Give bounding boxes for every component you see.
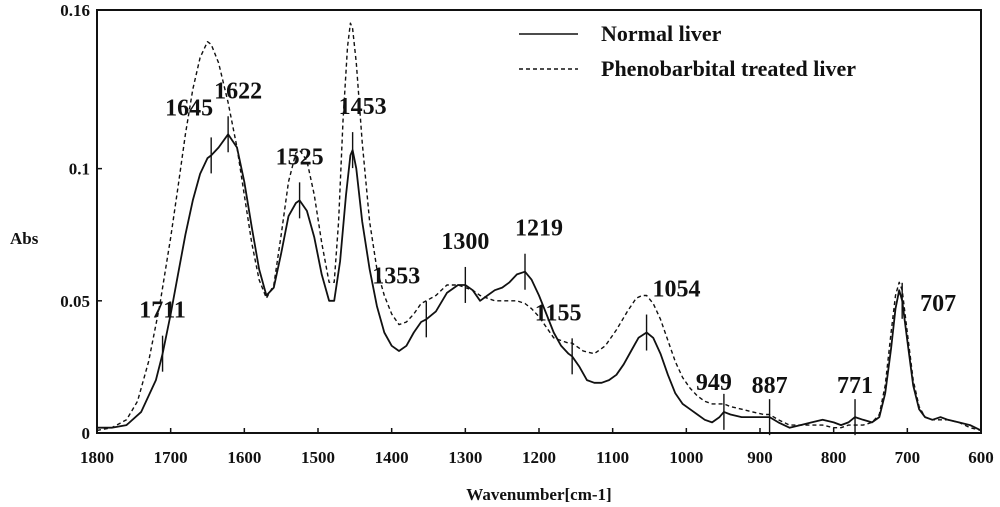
x-tick-label-900: 900 — [747, 448, 773, 467]
x-tick-label-600: 600 — [968, 448, 994, 467]
peak-label-1453: 1453 — [339, 94, 387, 120]
peak-label-1155: 1155 — [535, 300, 582, 326]
x-tick-label-800: 800 — [821, 448, 847, 467]
series-line-normal-liver — [97, 133, 982, 432]
x-tick-label-1700: 1700 — [154, 448, 188, 467]
peak-label-1300: 1300 — [441, 229, 489, 255]
y-tick-label-0-16: 0.16 — [60, 1, 90, 20]
y-tick-label-0-05: 0.05 — [60, 292, 90, 311]
series-line-phenobarbital-treated-liver — [96, 22, 982, 432]
y-tick-label-0-1: 0.1 — [69, 160, 90, 179]
peak-label-1353: 1353 — [372, 263, 420, 289]
ticks-layer: 1800 1700 1600 1500 1400 1300 1200 1100 1000 900 8… — [60, 1, 994, 467]
peak-label-1219: 1219 — [515, 216, 563, 242]
legend-label-phenobarbital-treated-liver: Phenobarbital treated liver — [601, 56, 856, 81]
peak-label-1525: 1525 — [276, 144, 324, 170]
peak-label-949: 949 — [696, 370, 732, 396]
x-tick-label-1400: 1400 — [375, 448, 409, 467]
series-layer — [96, 22, 982, 432]
x-tick-label-1600: 1600 — [227, 448, 261, 467]
x-tick-label-1100: 1100 — [596, 448, 629, 467]
peak-label-887: 887 — [752, 373, 788, 399]
x-tick-label-1200: 1200 — [522, 448, 556, 467]
x-tick-label-1800: 1800 — [80, 448, 114, 467]
peak-label-1054: 1054 — [653, 277, 701, 303]
peak-label-1622: 1622 — [214, 78, 262, 104]
x-tick-label-700: 700 — [895, 448, 921, 467]
legend: Normal liver Phenobarbital treated liver — [519, 21, 856, 81]
x-tick-label-1000: 1000 — [669, 448, 703, 467]
x-tick-label-1500: 1500 — [301, 448, 335, 467]
peak-label-1645: 1645 — [165, 95, 213, 121]
y-axis-label: Abs — [10, 229, 39, 248]
peak-label-1711: 1711 — [139, 298, 186, 324]
x-axis-label: Wavenumber[cm-1] — [466, 485, 611, 504]
x-tick-label-1300: 1300 — [448, 448, 482, 467]
plot-frame — [96, 9, 982, 434]
legend-label-normal-liver: Normal liver — [601, 21, 722, 46]
y-tick-label-0: 0 — [82, 424, 91, 443]
peak-label-771: 771 — [837, 373, 873, 399]
peak-label-707: 707 — [920, 291, 956, 317]
